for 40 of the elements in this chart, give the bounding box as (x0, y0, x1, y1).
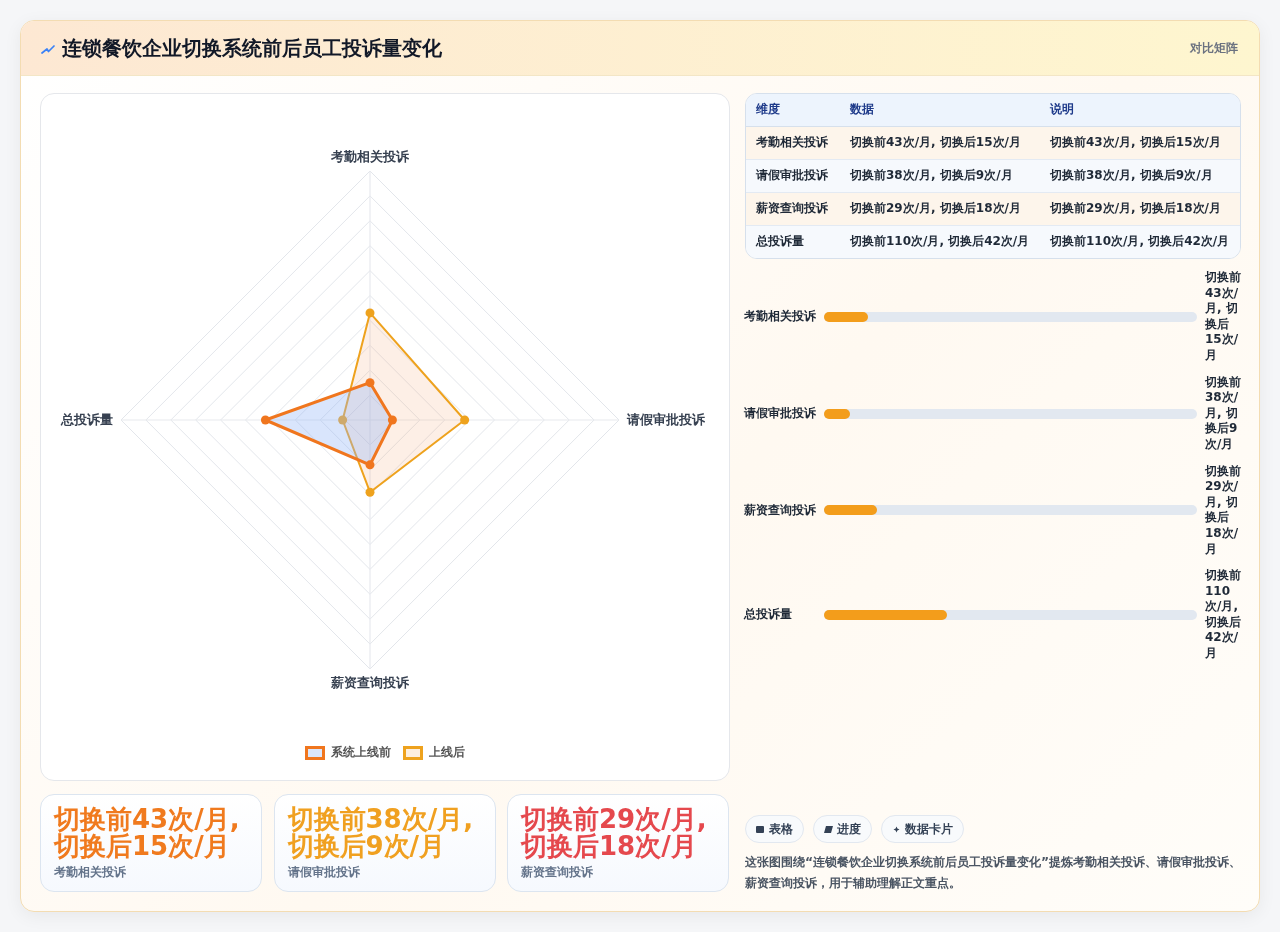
y-tick-label: 总投诉量 (744, 606, 793, 624)
category-label: 进度 (837, 821, 861, 837)
legend-label: 系统上线前 (331, 744, 391, 761)
text: 对比矩阵 (1190, 40, 1238, 57)
spoke-label: 薪资查询投诉 (330, 674, 410, 690)
data-label: 切换前38次/月, 切换后9次/月 (1205, 374, 1242, 453)
category-label: 表格 (769, 821, 793, 837)
spoke-label: 总投诉量 (60, 411, 113, 427)
spoke-label: 请假审批投诉 (626, 411, 706, 427)
category-label: 说明 (1040, 94, 1240, 126)
text: 切换前43次/月, 切换后15次/月 (850, 135, 1021, 149)
data-label: 切换前43次/月, 切换后15次/月 (1205, 270, 1242, 364)
y-tick-label: 请假审批投诉 (744, 405, 817, 423)
text: 切换前29次/月, 切换后18次/月 (521, 804, 708, 861)
category-label: 数据 (840, 94, 1040, 126)
category-label: 考勤相关投诉 (54, 864, 127, 880)
category-label: 考勤相关投诉 (756, 135, 828, 149)
text: 切换前38次/月, 切换后9次/月 (850, 168, 1013, 182)
data-label: 切换前29次/月, 切换后18次/月 (1205, 463, 1242, 558)
text: 维度 (746, 94, 840, 126)
category-label: 数据卡片 (905, 821, 953, 837)
text: 切换前110次/月, 切换后42次/月 (850, 234, 1030, 249)
text: 切换前43次/月, 切换后15次/月 (1050, 135, 1221, 149)
text: 切换前29次/月, 切换后18次/月 (850, 201, 1021, 215)
text: 连锁餐饮企业切换系统前后员工投诉量变化 (62, 35, 442, 62)
text: 这张图围绕“连锁餐饮企业切换系统前后员工投诉量变化”提炼考勤相关投诉、请假审批投诉、薪资查询投诉，用于辅助理解正文重点。 (745, 854, 1243, 892)
legend-label: 上线后 (429, 744, 465, 761)
text: 切换前110次/月, 切换后42次/月 (1050, 234, 1230, 249)
category-label: 薪资查询投诉 (756, 201, 828, 215)
category-label: 请假审批投诉 (756, 168, 828, 182)
data-label: 切换前110次/月, 切换后42次/月 (1205, 568, 1242, 662)
text: 切换前38次/月, 切换后9次/月 (287, 804, 475, 861)
y-tick-label: 薪资查询投诉 (744, 501, 817, 519)
category-label: 薪资查询投诉 (521, 864, 594, 880)
category-label: 请假审批投诉 (287, 864, 361, 880)
text: 切换前29次/月, 切换后18次/月 (1050, 201, 1221, 215)
spoke-label: 考勤相关投诉 (330, 148, 410, 164)
text: 切换前38次/月, 切换后9次/月 (1050, 168, 1213, 182)
text: 切换前43次/月, 切换后15次/月 (54, 804, 241, 861)
y-tick-label: 考勤相关投诉 (744, 308, 817, 326)
